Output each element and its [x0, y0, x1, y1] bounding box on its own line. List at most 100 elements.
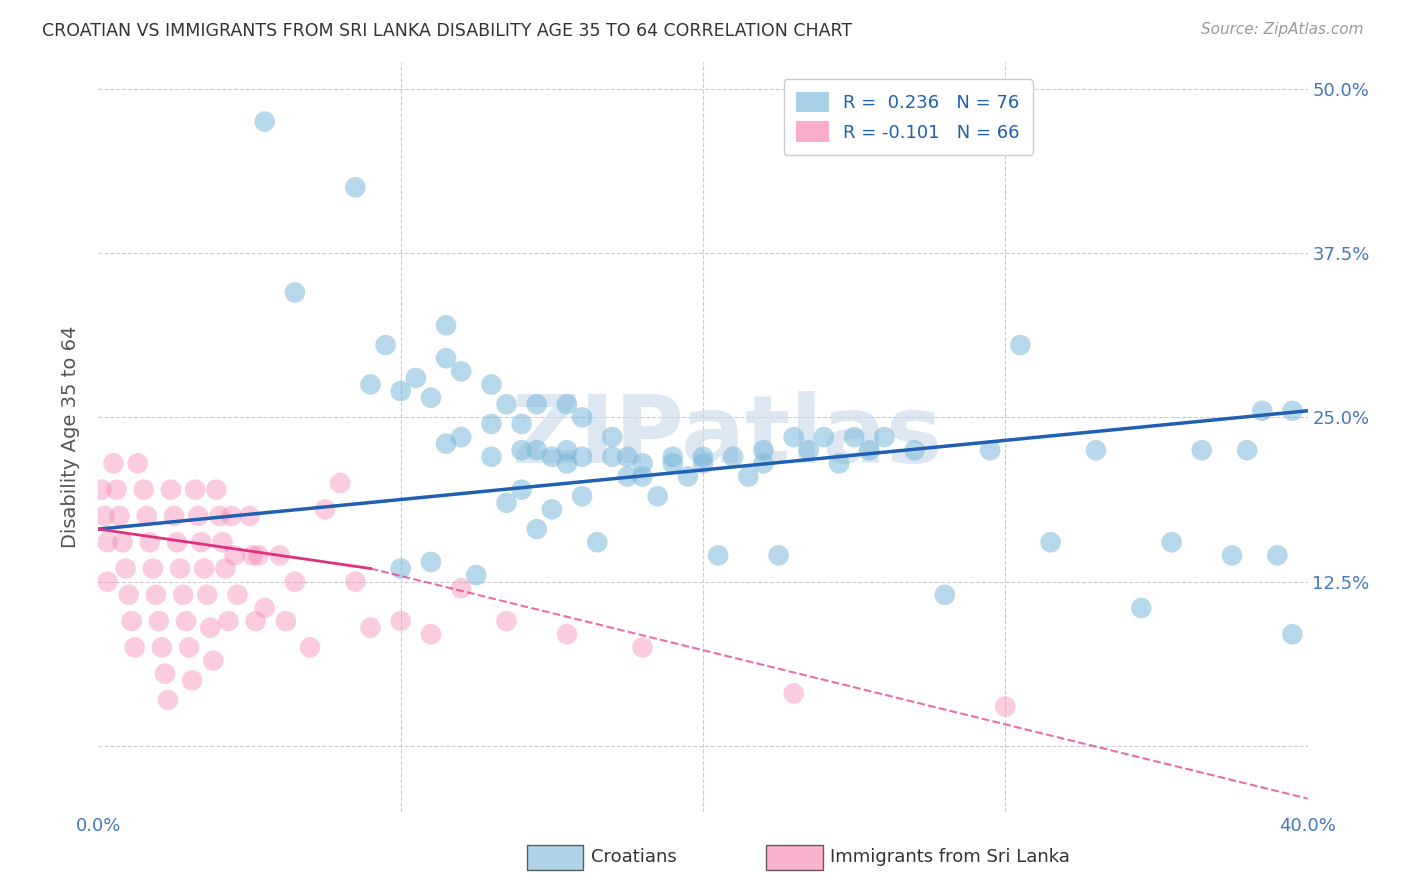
- Point: [253, 114, 276, 128]
- Point: [979, 443, 1001, 458]
- Point: [193, 561, 215, 575]
- Point: [526, 443, 548, 458]
- Point: [555, 627, 578, 641]
- Point: [602, 430, 624, 444]
- Point: [481, 417, 503, 431]
- Point: [181, 673, 204, 688]
- Point: [200, 621, 222, 635]
- Point: [148, 614, 170, 628]
- Point: [828, 456, 851, 470]
- Point: [813, 430, 835, 444]
- Point: [247, 549, 270, 563]
- Point: [1010, 338, 1032, 352]
- Point: [132, 483, 155, 497]
- Point: [510, 417, 533, 431]
- Point: [344, 180, 367, 194]
- Point: [344, 574, 367, 589]
- Point: [450, 430, 472, 444]
- Point: [108, 508, 131, 523]
- Point: [211, 535, 233, 549]
- Point: [647, 489, 669, 503]
- Point: [1191, 443, 1213, 458]
- Point: [139, 535, 162, 549]
- Text: Source: ZipAtlas.com: Source: ZipAtlas.com: [1201, 22, 1364, 37]
- Point: [150, 640, 173, 655]
- Point: [994, 699, 1017, 714]
- Point: [1160, 535, 1182, 549]
- Legend: R =  0.236   N = 76, R = -0.101   N = 66: R = 0.236 N = 76, R = -0.101 N = 66: [783, 79, 1032, 155]
- Point: [360, 377, 382, 392]
- Point: [434, 436, 457, 450]
- Point: [420, 391, 443, 405]
- Point: [1236, 443, 1258, 458]
- Point: [360, 621, 382, 635]
- Point: [202, 654, 225, 668]
- Point: [1220, 549, 1243, 563]
- Point: [495, 614, 517, 628]
- Point: [118, 588, 141, 602]
- Point: [190, 535, 212, 549]
- Point: [284, 285, 307, 300]
- Point: [783, 686, 806, 700]
- Point: [224, 549, 246, 563]
- Point: [405, 371, 427, 385]
- Point: [274, 614, 297, 628]
- Point: [661, 450, 683, 464]
- Point: [314, 502, 336, 516]
- Point: [284, 574, 307, 589]
- Point: [1251, 404, 1274, 418]
- Point: [1085, 443, 1108, 458]
- Point: [481, 377, 503, 392]
- Point: [169, 561, 191, 575]
- Point: [540, 450, 562, 464]
- Point: [631, 469, 654, 483]
- Point: [127, 456, 149, 470]
- Point: [269, 549, 291, 563]
- Point: [420, 627, 443, 641]
- Point: [450, 364, 472, 378]
- Point: [90, 483, 112, 497]
- Point: [1281, 404, 1303, 418]
- Point: [135, 508, 157, 523]
- Text: Immigrants from Sri Lanka: Immigrants from Sri Lanka: [830, 848, 1070, 866]
- Point: [179, 640, 201, 655]
- Point: [184, 483, 207, 497]
- Point: [217, 614, 239, 628]
- Point: [434, 318, 457, 333]
- Point: [156, 693, 179, 707]
- Point: [242, 549, 264, 563]
- Point: [389, 561, 412, 575]
- Point: [934, 588, 956, 602]
- Point: [752, 443, 775, 458]
- Point: [692, 450, 714, 464]
- Point: [374, 338, 396, 352]
- Point: [873, 430, 896, 444]
- Point: [692, 456, 714, 470]
- Point: [661, 456, 683, 470]
- Point: [526, 397, 548, 411]
- Point: [160, 483, 183, 497]
- Point: [510, 483, 533, 497]
- Point: [571, 489, 593, 503]
- Point: [239, 508, 262, 523]
- Point: [96, 574, 118, 589]
- Point: [174, 614, 197, 628]
- Point: [586, 535, 609, 549]
- Point: [121, 614, 143, 628]
- Point: [844, 430, 866, 444]
- Point: [187, 508, 209, 523]
- Point: [420, 555, 443, 569]
- Text: Croatians: Croatians: [591, 848, 676, 866]
- Point: [103, 456, 125, 470]
- Point: [904, 443, 927, 458]
- Point: [797, 443, 820, 458]
- Point: [481, 450, 503, 464]
- Point: [631, 640, 654, 655]
- Point: [465, 568, 488, 582]
- Point: [96, 535, 118, 549]
- Point: [450, 581, 472, 595]
- Point: [602, 450, 624, 464]
- Point: [124, 640, 146, 655]
- Point: [93, 508, 115, 523]
- Point: [555, 456, 578, 470]
